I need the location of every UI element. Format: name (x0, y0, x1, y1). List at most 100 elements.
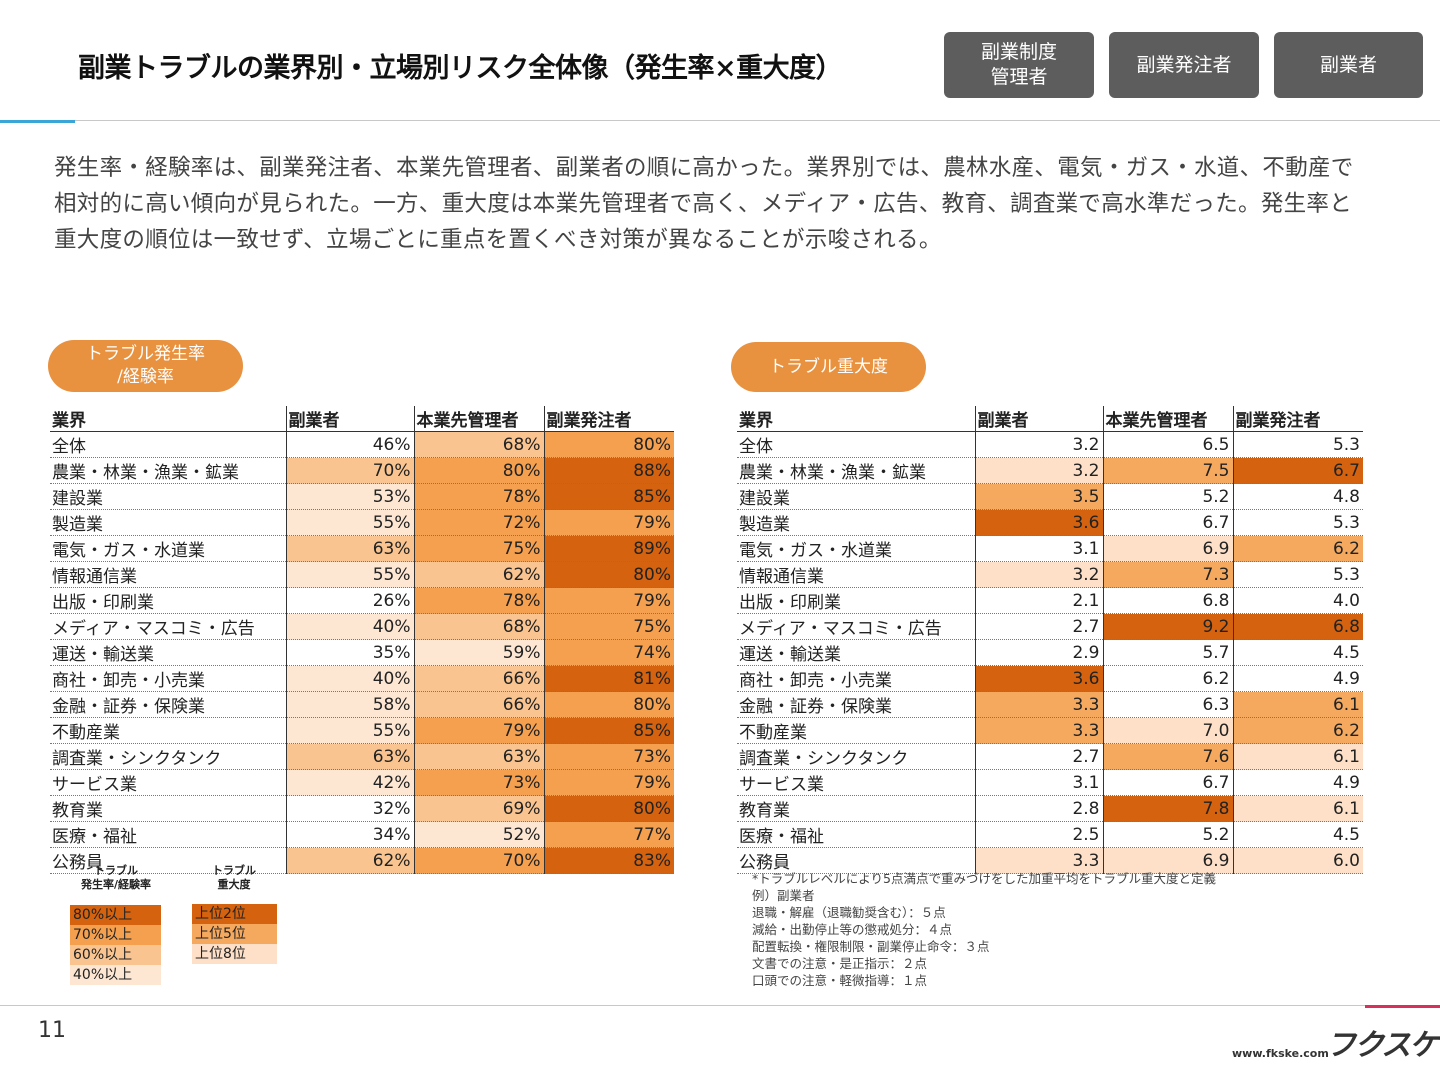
severity-industry-cell: 公務員 (737, 847, 976, 874)
severity-value-cell: 4.5 (1233, 821, 1363, 848)
severity-header-client: 副業発注者 (1233, 406, 1363, 432)
severity-value-cell: 4.0 (1233, 587, 1363, 614)
severity-industry-cell: 製造業 (737, 509, 976, 536)
rate-value-cell: 63% (286, 743, 415, 770)
rate-industry-cell: サービス業 (50, 769, 287, 796)
severity-table-row: 電気・ガス・水道業 3.1 6.9 6.2 (737, 535, 1363, 562)
severity-value-cell: 7.6 (1103, 743, 1234, 770)
rate-value-cell: 79% (544, 769, 674, 796)
severity-value-cell: 7.5 (1103, 457, 1234, 484)
severity-header-industry: 業界 (737, 406, 976, 432)
rate-value-cell: 68% (414, 431, 545, 458)
severity-industry-cell: 電気・ガス・水道業 (737, 535, 976, 562)
severity-industry-cell: 医療・福祉 (737, 821, 976, 848)
severity-value-cell: 5.2 (1103, 483, 1234, 510)
rate-header-client: 副業発注者 (544, 406, 674, 432)
tag-client[interactable]: 副業発注者 (1109, 32, 1259, 98)
severity-table-row: 医療・福祉 2.5 5.2 4.5 (737, 821, 1363, 848)
severity-industry-cell: 全体 (737, 431, 976, 458)
rate-legend-title: トラブル 発生率/経験率 (80, 864, 152, 891)
rate-industry-cell: メディア・マスコミ・広告 (50, 613, 287, 640)
rate-industry-cell: 情報通信業 (50, 561, 287, 588)
rate-industry-cell: 公務員 (50, 847, 287, 874)
severity-value-cell: 3.1 (975, 769, 1104, 796)
rate-table-row: 全体 46% 68% 80% (50, 431, 674, 458)
severity-value-cell: 2.8 (975, 795, 1104, 822)
severity-industry-cell: 情報通信業 (737, 561, 976, 588)
severity-table: 業界 副業者 本業先管理者 副業発注者 全体 3.2 6.5 5.3 農業・林業・漁業・… (737, 406, 1363, 874)
rate-value-cell: 80% (544, 691, 674, 718)
severity-value-cell: 3.6 (975, 665, 1104, 692)
rate-industry-cell: 農業・林業・漁業・鉱業 (50, 457, 287, 484)
tag-worker[interactable]: 副業者 (1274, 32, 1423, 98)
rate-value-cell: 68% (414, 613, 545, 640)
severity-industry-cell: 出版・印刷業 (737, 587, 976, 614)
rate-table-row: サービス業 42% 73% 79% (50, 769, 674, 796)
rate-table: 業界 副業者 本業先管理者 副業発注者 全体 46% 68% 80% 農業・林業・漁業・… (50, 406, 674, 874)
severity-value-cell: 2.9 (975, 639, 1104, 666)
company-url[interactable]: www.fkske.com (1232, 1047, 1329, 1060)
severity-value-cell: 9.2 (1103, 613, 1234, 640)
rate-industry-cell: 教育業 (50, 795, 287, 822)
page-title: 副業トラブルの業界別・立場別リスク全体像（発生率×重大度） (78, 53, 843, 84)
severity-value-cell: 6.1 (1233, 743, 1363, 770)
footer-divider (0, 1005, 1440, 1006)
severity-value-cell: 3.3 (975, 717, 1104, 744)
page-number: 11 (38, 1018, 66, 1043)
rate-value-cell: 73% (414, 769, 545, 796)
rate-value-cell: 62% (414, 561, 545, 588)
severity-value-cell: 3.2 (975, 561, 1104, 588)
rate-value-cell: 70% (286, 457, 415, 484)
severity-table-row: 農業・林業・漁業・鉱業 3.2 7.5 6.7 (737, 457, 1363, 484)
severity-value-cell: 2.7 (975, 743, 1104, 770)
rate-value-cell: 75% (544, 613, 674, 640)
severity-value-cell: 6.5 (1103, 431, 1234, 458)
severity-table-header: 業界 副業者 本業先管理者 副業発注者 (737, 406, 1363, 432)
rate-industry-cell: 運送・輸送業 (50, 639, 287, 666)
severity-table-row: 全体 3.2 6.5 5.3 (737, 431, 1363, 458)
rate-industry-cell: 全体 (50, 431, 287, 458)
rate-value-cell: 89% (544, 535, 674, 562)
tag-client-label: 副業発注者 (1136, 53, 1232, 76)
rate-value-cell: 79% (544, 509, 674, 536)
severity-industry-cell: 農業・林業・漁業・鉱業 (737, 457, 976, 484)
rate-value-cell: 80% (414, 457, 545, 484)
severity-table-row: 建設業 3.5 5.2 4.8 (737, 483, 1363, 510)
severity-table-row: 運送・輸送業 2.9 5.7 4.5 (737, 639, 1363, 666)
rate-value-cell: 73% (544, 743, 674, 770)
rate-table-row: 建設業 53% 78% 85% (50, 483, 674, 510)
severity-value-cell: 6.1 (1233, 691, 1363, 718)
rate-legend-item: 80%以上 (70, 905, 161, 925)
rate-header-main-manager: 本業先管理者 (414, 406, 545, 432)
severity-industry-cell: 運送・輸送業 (737, 639, 976, 666)
severity-industry-cell: メディア・マスコミ・広告 (737, 613, 976, 640)
severity-industry-cell: 教育業 (737, 795, 976, 822)
severity-legend-item: 上位8位 (192, 944, 277, 964)
severity-value-cell: 4.9 (1233, 665, 1363, 692)
severity-table-row: 情報通信業 3.2 7.3 5.3 (737, 561, 1363, 588)
rate-table-row: 情報通信業 55% 62% 80% (50, 561, 674, 588)
severity-table-row: 公務員 3.3 6.9 6.0 (737, 847, 1363, 874)
severity-industry-cell: サービス業 (737, 769, 976, 796)
severity-value-cell: 5.3 (1233, 561, 1363, 588)
rate-industry-cell: 医療・福祉 (50, 821, 287, 848)
tag-system-manager[interactable]: 副業制度 管理者 (944, 32, 1094, 98)
severity-value-cell: 6.2 (1233, 717, 1363, 744)
severity-value-cell: 5.3 (1233, 509, 1363, 536)
severity-value-cell: 6.2 (1233, 535, 1363, 562)
rate-value-cell: 53% (286, 483, 415, 510)
rate-table-row: メディア・マスコミ・広告 40% 68% 75% (50, 613, 674, 640)
severity-section-label: トラブル重大度 (731, 342, 926, 392)
severity-value-cell: 5.3 (1233, 431, 1363, 458)
rate-value-cell: 70% (414, 847, 545, 874)
severity-table-row: 教育業 2.8 7.8 6.1 (737, 795, 1363, 822)
rate-value-cell: 42% (286, 769, 415, 796)
severity-table-row: 出版・印刷業 2.1 6.8 4.0 (737, 587, 1363, 614)
rate-industry-cell: 建設業 (50, 483, 287, 510)
severity-definition-note: *トラブルレベルにより5点満点で重みづけをした加重平均をトラブル重大度と定義 例… (752, 871, 1216, 988)
rate-value-cell: 35% (286, 639, 415, 666)
rate-table-row: 製造業 55% 72% 79% (50, 509, 674, 536)
severity-header-worker: 副業者 (975, 406, 1104, 432)
rate-industry-cell: 出版・印刷業 (50, 587, 287, 614)
rate-value-cell: 80% (544, 431, 674, 458)
